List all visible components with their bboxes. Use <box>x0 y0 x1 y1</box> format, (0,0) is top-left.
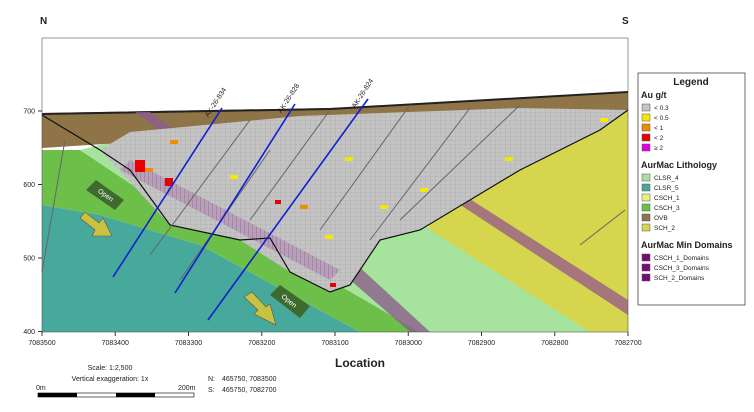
legend-title: Legend <box>673 77 709 88</box>
domain-band <box>120 160 340 280</box>
x-tick-label: 7083500 <box>28 340 55 347</box>
scale-bar <box>116 393 155 397</box>
y-tick-label: 600 <box>23 182 35 189</box>
legend-item: < 0.3 <box>654 105 669 112</box>
legend-swatch <box>641 253 651 262</box>
bar-end: 200m <box>178 385 196 392</box>
open-box <box>270 285 310 318</box>
x-tick-label: 7083000 <box>395 340 422 347</box>
legend-item: CSCH_1_Domains <box>654 255 710 262</box>
legend-swatch <box>641 113 651 122</box>
legend-item: CSCH_3_Domains <box>654 265 710 272</box>
legend-swatch <box>641 103 651 112</box>
south-label: S: <box>208 387 215 394</box>
legend-swatch <box>641 213 651 222</box>
compass-s: S <box>622 16 629 27</box>
legend-swatch <box>641 263 651 272</box>
north-label: N: <box>208 376 215 383</box>
legend-item: SCH_2_Domains <box>654 275 705 282</box>
legend-swatch <box>641 193 651 202</box>
legend-swatch <box>641 273 651 282</box>
x-tick-label: 7083300 <box>175 340 202 347</box>
location-title: Location <box>335 356 385 370</box>
legend-item: CSCH_3 <box>654 205 680 212</box>
y-tick-label: 500 <box>23 256 35 263</box>
legend-swatch <box>641 123 651 132</box>
legend-item: CLSR_4 <box>654 175 679 182</box>
bar-start: 0m <box>36 385 46 392</box>
legend-item: OVB <box>654 215 668 222</box>
legend-item: < 0.5 <box>654 115 669 122</box>
arrow <box>79 211 113 237</box>
drill-holes <box>112 98 369 321</box>
north-coords: 465750, 7083500 <box>222 376 277 383</box>
legend-section: AurMac Min Domains <box>641 240 733 250</box>
grade-blocks <box>230 118 608 239</box>
legend-swatch <box>641 133 651 142</box>
arrow <box>243 291 277 326</box>
legend-box <box>637 72 746 306</box>
grade-blocks <box>145 140 308 209</box>
domain-band <box>430 180 628 315</box>
compass-n: N <box>40 16 47 27</box>
x-tick-label: 7083200 <box>248 340 275 347</box>
grade-blocks <box>135 160 336 287</box>
legend: Legend Au g/t < 0.3 < 0.5 < 1 < 2 ≥ 2 AurMac L… <box>637 72 746 306</box>
geology <box>41 37 629 333</box>
x-tick-label: 7082900 <box>468 340 495 347</box>
south-coords: 465750, 7082700 <box>222 387 277 394</box>
scale-bar <box>38 393 77 397</box>
y-tick-label: 700 <box>23 109 35 116</box>
pit-outline <box>41 109 629 293</box>
y-tick-label: 400 <box>23 329 35 336</box>
legend-swatch <box>641 223 651 232</box>
legend-item: < 2 <box>654 135 664 142</box>
legend-item: < 1 <box>654 125 664 132</box>
scale: Scale: 1:2,500 <box>88 365 133 372</box>
x-tick-label: 7082800 <box>541 340 568 347</box>
legend-section: AurMac Lithology <box>641 160 717 170</box>
topo <box>42 91 628 115</box>
legend-item: ≥ 2 <box>654 145 663 152</box>
legend-swatch <box>641 143 651 152</box>
x-tick-label: 7083400 <box>102 340 129 347</box>
drill-traces <box>41 104 626 281</box>
legend-item: CSCH_1 <box>654 195 680 202</box>
exaggeration: Vertical exaggeration: 1x <box>72 376 149 383</box>
legend-swatch <box>641 203 651 212</box>
legend-swatch <box>641 173 651 182</box>
x-tick-label: 7082700 <box>614 340 641 347</box>
block-model <box>100 108 628 292</box>
legend-swatch <box>641 183 651 192</box>
legend-section: Au g/t <box>641 90 667 100</box>
legend-item: CLSR_5 <box>654 185 679 192</box>
legend-item: SCH_2 <box>654 225 675 232</box>
open-box <box>86 180 124 210</box>
x-tick-label: 7083100 <box>321 340 348 347</box>
